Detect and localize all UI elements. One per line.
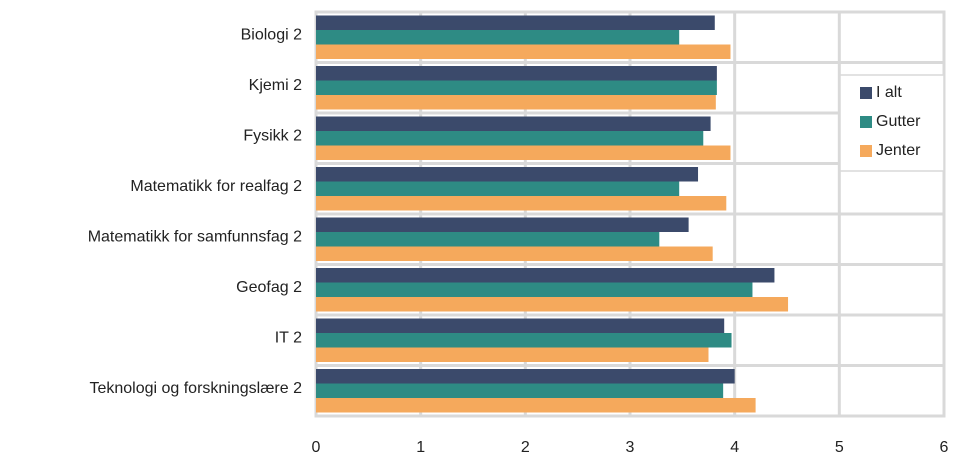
x-tick-label: 0 [312, 439, 321, 456]
legend-label: Jenter [876, 142, 921, 159]
legend-label: Gutter [876, 113, 921, 130]
bar [316, 196, 727, 211]
bar [316, 30, 680, 45]
legend-box [839, 74, 945, 172]
x-tick-label: 4 [730, 439, 739, 456]
legend-swatch [860, 116, 872, 128]
bar [316, 383, 724, 398]
bar [316, 232, 660, 247]
bar [316, 131, 704, 146]
x-tick-label: 6 [940, 439, 949, 456]
x-tick-label: 5 [835, 439, 844, 456]
x-tick-label: 3 [626, 439, 635, 456]
bar [316, 369, 735, 384]
bar [316, 66, 717, 81]
y-tick-label: Matematikk for samfunnsfag 2 [88, 228, 302, 245]
y-tick-label: Teknologi og forskningslære 2 [89, 380, 302, 397]
bar [316, 333, 732, 348]
y-tick-label: Biologi 2 [241, 26, 302, 43]
bar [316, 15, 715, 30]
y-tick-label: Fysikk 2 [243, 127, 302, 144]
bar [316, 80, 717, 95]
bar [316, 167, 699, 182]
bar [316, 116, 711, 131]
bar [316, 246, 713, 261]
bar [316, 181, 680, 196]
bar [316, 145, 731, 160]
bar [316, 268, 775, 283]
legend-swatch [860, 87, 872, 99]
legend-swatch [860, 145, 872, 157]
y-tick-label: Geofag 2 [236, 279, 302, 296]
bar [316, 217, 689, 232]
bar [316, 282, 753, 297]
bar [316, 297, 789, 312]
y-tick-label: Matematikk for realfag 2 [130, 178, 302, 195]
bar [316, 44, 731, 59]
y-tick-label: IT 2 [275, 329, 302, 346]
y-tick-label: Kjemi 2 [249, 77, 302, 94]
x-tick-label: 2 [521, 439, 530, 456]
bar [316, 398, 756, 413]
bar [316, 95, 716, 110]
legend-label: I alt [876, 84, 902, 101]
bar [316, 318, 725, 333]
bar [316, 347, 709, 362]
x-tick-label: 1 [416, 439, 425, 456]
